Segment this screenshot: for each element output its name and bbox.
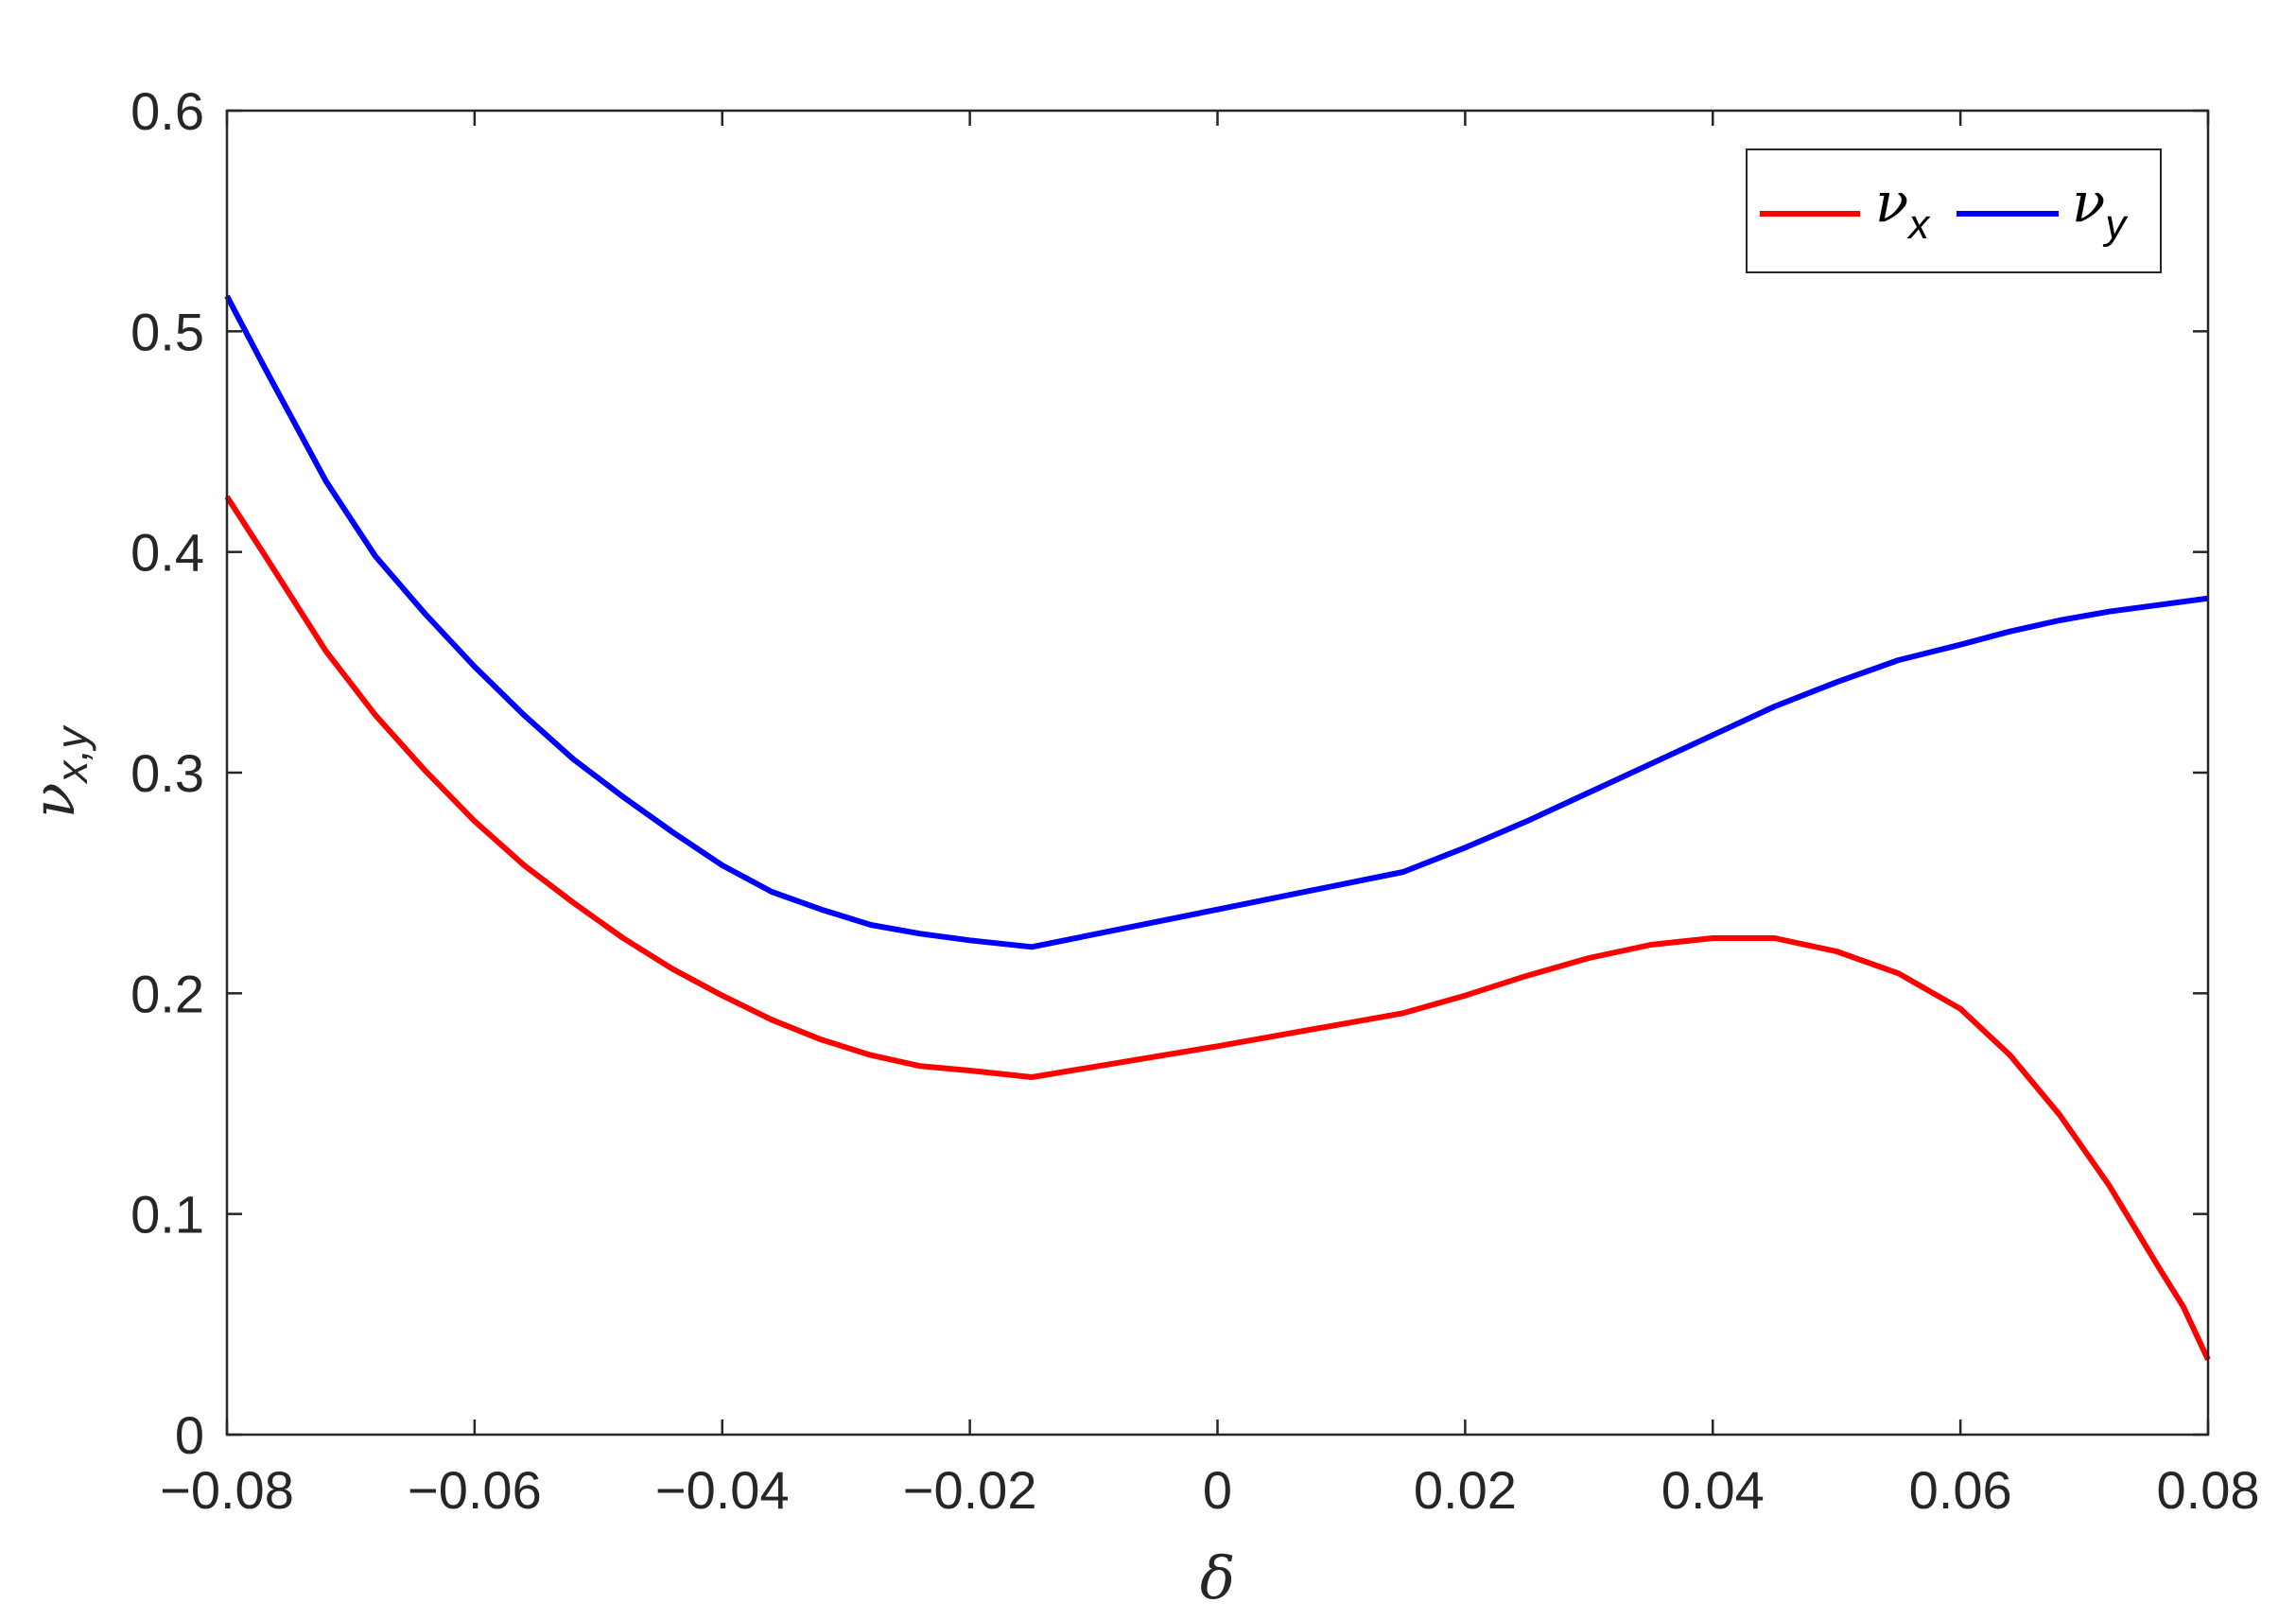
axes-frame <box>225 109 2210 1437</box>
x-tick-label: 0.02 <box>1414 1460 1517 1520</box>
y-axis-label-main: ν <box>19 783 88 819</box>
series-line-y <box>224 294 2209 950</box>
tick-labels: −0.08 −0.06 −0.04 −0.02 0 0.02 0.04 0.06 0.08 0 0.… <box>130 81 2259 1520</box>
y-tick-label: 0.6 <box>130 81 204 141</box>
x-tick-label: −0.06 <box>408 1460 542 1520</box>
y-tick-label: 0.1 <box>130 1185 204 1245</box>
legend: νx νy <box>1746 148 2162 273</box>
legend-label-nu-y: νy <box>2072 170 2129 248</box>
x-tick-label: −0.04 <box>655 1460 790 1520</box>
x-tick-label: 0 <box>1203 1460 1232 1520</box>
series-line-x <box>224 495 2211 1361</box>
y-axis-label-sub: x,y <box>47 724 96 785</box>
svg-text:νx,y: νx,y <box>19 724 96 818</box>
legend-label-nu-x: νx <box>1875 170 1931 248</box>
x-tick-label: 0.06 <box>1909 1460 2012 1520</box>
y-tick-label: 0.3 <box>130 743 204 803</box>
x-tick-label: 0.08 <box>2157 1460 2260 1520</box>
x-tick-label: 0.04 <box>1661 1460 1765 1520</box>
series-layer <box>224 294 2211 1361</box>
y-tick-label: 0.5 <box>130 302 204 361</box>
y-tick-label: 0.4 <box>130 523 204 583</box>
y-tick-label: 0 <box>175 1405 204 1465</box>
x-axis-label: δ <box>1200 1543 1235 1612</box>
x-tick-label: −0.08 <box>160 1460 294 1520</box>
y-tick-label: 0.2 <box>130 964 204 1023</box>
y-axis-label: νx,y <box>19 724 96 818</box>
x-tick-label: −0.02 <box>903 1460 1037 1520</box>
